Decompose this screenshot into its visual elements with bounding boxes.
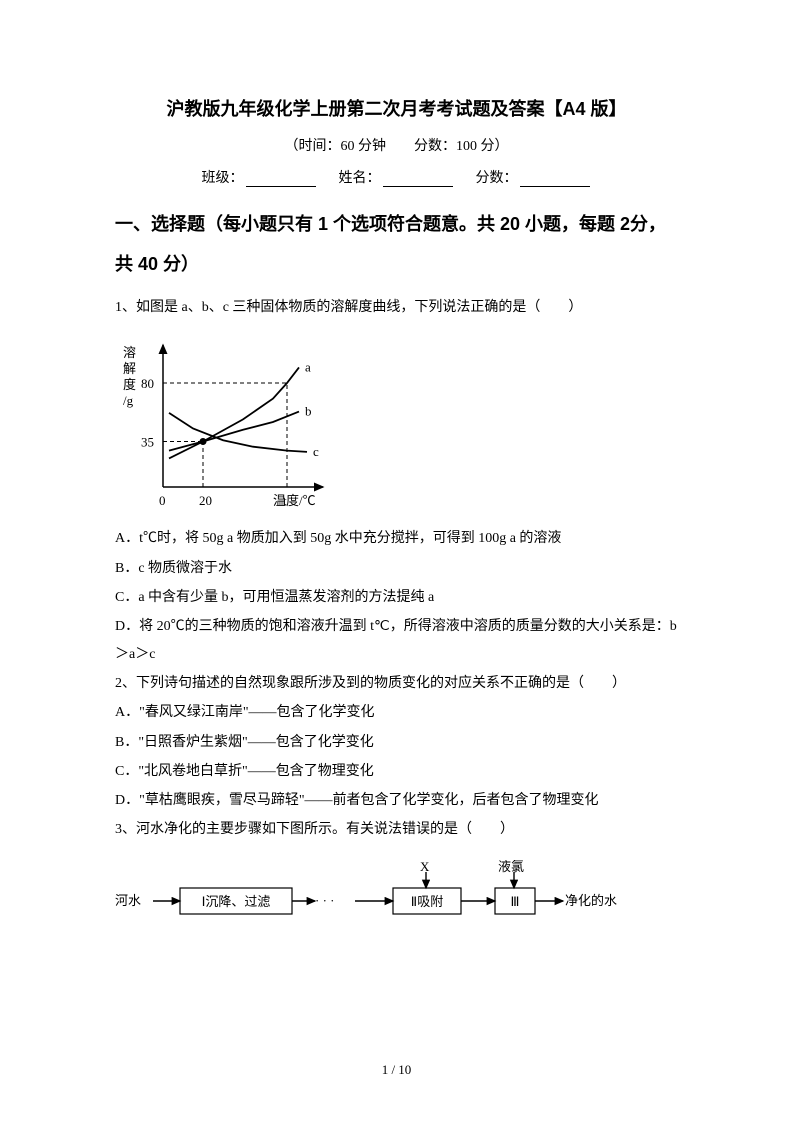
svg-text:b: b [305, 404, 312, 419]
svg-text:液氯: 液氯 [498, 860, 524, 874]
page: 沪教版九年级化学上册第二次月考考试题及答案【A4 版】 （时间：60 分钟 分数… [0, 0, 793, 1122]
q2-stem: 2、下列诗句描述的自然现象跟所涉及到的物质变化的对应关系不正确的是（ ） [115, 670, 678, 697]
page-number: 1 / 10 [0, 1062, 793, 1078]
class-label: 班级： [202, 171, 244, 186]
svg-text:X: X [420, 860, 430, 874]
svg-text:/g: /g [123, 393, 134, 408]
svg-text:河水: 河水 [115, 893, 141, 908]
svg-text:Ⅱ吸附: Ⅱ吸附 [411, 894, 443, 909]
svg-text:35: 35 [141, 435, 154, 450]
q3-stem: 3、河水净化的主要步骤如下图所示。有关说法错误的是（ ） [115, 816, 678, 843]
svg-text:0: 0 [159, 493, 166, 508]
name-label: 姓名： [339, 171, 381, 186]
svg-text:a: a [305, 360, 311, 375]
svg-text:· · ·: · · · [315, 893, 335, 908]
svg-text:Ⅰ沉降、过滤: Ⅰ沉降、过滤 [202, 894, 271, 909]
svg-text:Ⅲ: Ⅲ [511, 894, 520, 909]
q1-opt-d: D．将 20℃的三种物质的饱和溶液升温到 t℃，所得溶液中溶质的质量分数的大小关… [115, 613, 678, 668]
page-title: 沪教版九年级化学上册第二次月考考试题及答案【A4 版】 [115, 95, 678, 121]
svg-text:c: c [313, 444, 319, 459]
page-subtitle: （时间：60 分钟 分数：100 分） [115, 135, 678, 155]
q1-chart: 溶解度/g 温度/℃ 35 80 0 20 t a b c [115, 327, 678, 517]
q2-opt-b: B．"日照香炉生紫烟"——包含了化学变化 [115, 729, 678, 756]
svg-text:温度/℃: 温度/℃ [273, 493, 316, 508]
svg-text:度: 度 [123, 377, 136, 392]
q1-opt-a: A．t℃时，将 50g a 物质加入到 50g 水中充分搅拌，可得到 100g … [115, 525, 678, 552]
info-row: 班级： 姓名： 分数： [115, 167, 678, 187]
q1-stem: 1、如图是 a、b、c 三种固体物质的溶解度曲线，下列说法正确的是（ ） [115, 294, 678, 321]
svg-text:解: 解 [123, 361, 136, 376]
q2-opt-d: D．"草枯鹰眼疾，雪尽马蹄轻"——前者包含了化学变化，后者包含了物理变化 [115, 787, 678, 814]
svg-text:20: 20 [199, 493, 212, 508]
svg-text:溶: 溶 [123, 345, 136, 360]
solubility-chart-svg: 溶解度/g 温度/℃ 35 80 0 20 t a b c [115, 327, 340, 517]
score-label: 分数： [476, 171, 518, 186]
section-1-header: 一、选择题（每小题只有 1 个选项符合题意。共 20 小题，每题 2分，共 40… [115, 205, 678, 284]
q1-opt-c: C．a 中含有少量 b，可用恒温蒸发溶剂的方法提纯 a [115, 584, 678, 611]
svg-text:80: 80 [141, 376, 154, 391]
class-blank [246, 171, 316, 187]
flow-diagram-svg: 河水 Ⅰ沉降、过滤 · · · X Ⅱ吸附 液氯 Ⅲ 净化的水 [115, 860, 635, 930]
q3-diagram: 河水 Ⅰ沉降、过滤 · · · X Ⅱ吸附 液氯 Ⅲ 净化的水 [115, 860, 678, 930]
name-blank [383, 171, 453, 187]
svg-text:净化的水: 净化的水 [565, 893, 617, 908]
score-blank [520, 171, 590, 187]
q2-opt-a: A．"春风又绿江南岸"——包含了化学变化 [115, 699, 678, 726]
q1-opt-b: B．c 物质微溶于水 [115, 555, 678, 582]
svg-text:t: t [283, 493, 287, 508]
q2-opt-c: C．"北风卷地白草折"——包含了物理变化 [115, 758, 678, 785]
